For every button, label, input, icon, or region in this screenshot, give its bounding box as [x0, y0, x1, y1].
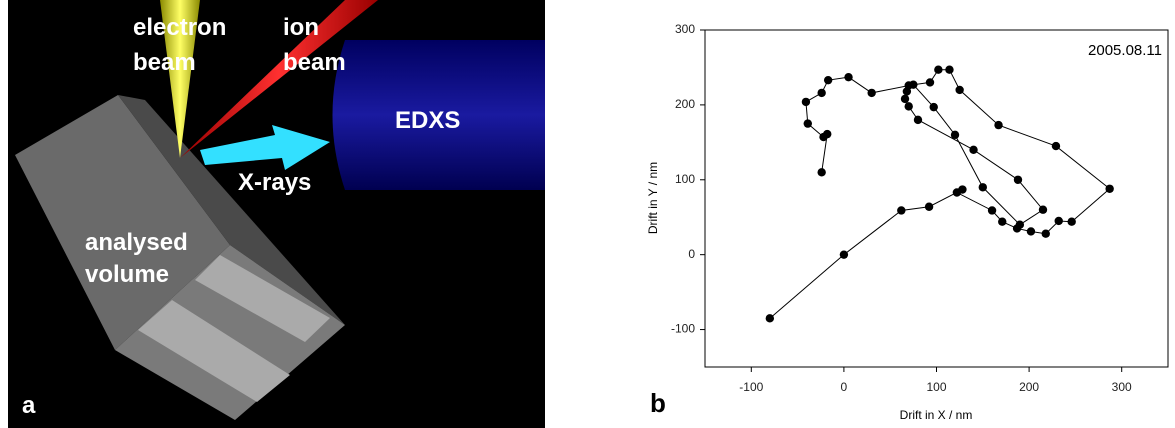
drift-point: [909, 80, 918, 89]
label: volume: [85, 261, 169, 288]
drift-point: [969, 145, 978, 155]
y-tick-label: -100: [671, 322, 695, 336]
drift-point: [823, 75, 833, 85]
edxs-detector: [332, 40, 545, 190]
x-axis-label: Drift in X / nm: [900, 408, 973, 422]
drift-point: [867, 88, 876, 98]
drift-point: [1051, 141, 1061, 151]
drift-point: [934, 65, 943, 74]
y-tick-label: 300: [675, 22, 695, 36]
x-tick-label: -100: [739, 380, 763, 394]
x-tick-label: 200: [1019, 380, 1039, 394]
drift-point: [817, 168, 826, 177]
drift-point: [945, 65, 954, 74]
drift-point: [952, 188, 962, 197]
drift-point: [924, 202, 934, 211]
xray-arrow: [200, 125, 330, 170]
drift-point: [925, 78, 935, 87]
x-tick-label: 100: [926, 380, 946, 394]
drift-point: [1054, 216, 1063, 226]
label: beam: [283, 49, 346, 76]
layer-stripe: [138, 300, 290, 402]
annotation: 2005.08.11: [1088, 42, 1162, 59]
label: beam: [133, 49, 196, 76]
panel-letter: a: [22, 392, 36, 419]
electron-beam: [160, 0, 200, 158]
layered-face: [115, 245, 345, 420]
ion-beam: [180, 0, 378, 158]
drift-point: [817, 88, 826, 98]
panel-a: electron beam ion beam EDXS X-rays analy…: [8, 0, 545, 428]
drift-point: [839, 250, 849, 259]
drift-point: [1013, 175, 1023, 184]
drift-point: [950, 130, 960, 140]
panel-letter: b: [650, 388, 666, 418]
x-tick-label: 0: [841, 380, 848, 394]
drift-point: [1015, 220, 1025, 229]
drift-point: [823, 129, 832, 139]
block-face: [15, 95, 230, 350]
label: EDXS: [395, 107, 460, 134]
drift-point: [994, 120, 1003, 130]
drift-point: [913, 115, 923, 125]
drift-point: [1067, 217, 1076, 226]
y-tick-label: 100: [675, 172, 695, 186]
drift-point: [929, 102, 938, 112]
layer-stripe: [195, 255, 330, 342]
drift-point: [978, 183, 987, 192]
drift-line: [769, 69, 1111, 319]
panel-b: b 2005.08.11 Drift in X / nm Drift in Y …: [646, 22, 1169, 422]
drift-point: [897, 206, 906, 215]
drift-point: [955, 85, 964, 95]
y-tick-label: 0: [688, 247, 695, 261]
drift-point: [1026, 227, 1036, 236]
drift-point: [844, 72, 853, 82]
drift-point: [801, 97, 811, 107]
drift-point: [1041, 229, 1050, 238]
drift-point: [900, 94, 910, 104]
drift-point: [1105, 184, 1114, 193]
drift-point: [902, 87, 912, 96]
drift-point: [803, 119, 812, 128]
block-side: [118, 95, 345, 325]
x-tick-label: 300: [1112, 380, 1132, 394]
label: electron: [133, 14, 226, 41]
drift-point: [987, 206, 997, 215]
label: X-rays: [238, 169, 311, 196]
y-tick-label: 200: [675, 97, 695, 111]
y-axis-label: Drift in Y / nm: [646, 162, 660, 234]
drift-point: [904, 102, 913, 111]
drift-point: [1038, 205, 1048, 214]
drift-point: [998, 217, 1007, 226]
label: analysed: [85, 229, 188, 256]
drift-point: [765, 314, 775, 323]
label: ion: [283, 14, 319, 41]
